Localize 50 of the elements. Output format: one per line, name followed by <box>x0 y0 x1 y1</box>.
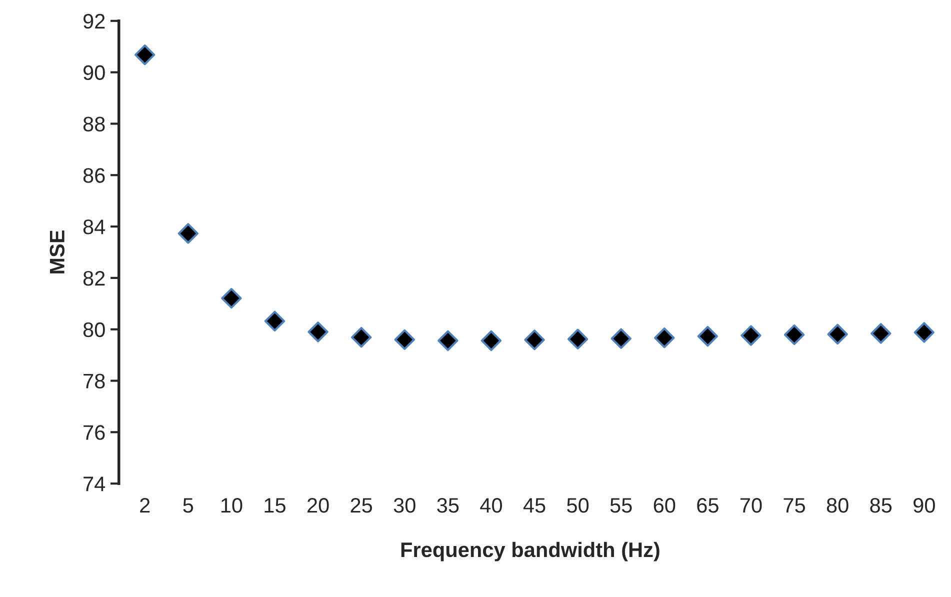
x-tick-label: 30 <box>394 498 416 513</box>
y-tick-label: 86 <box>83 168 105 183</box>
x-tick-label: 15 <box>264 498 286 513</box>
x-tick-label: 2 <box>140 498 150 513</box>
x-tick-label: 45 <box>523 498 546 513</box>
point <box>524 330 545 350</box>
point <box>264 310 286 332</box>
point <box>870 323 892 344</box>
x-tick-label: 55 <box>610 498 632 513</box>
y-tick-label: 80 <box>83 322 105 338</box>
x-tick-label: 75 <box>784 498 805 513</box>
point <box>178 223 199 244</box>
x-tick-label: 70 <box>740 498 762 513</box>
point <box>914 322 935 343</box>
y-tick-label: 74 <box>84 476 106 492</box>
point <box>134 44 156 66</box>
x-tick-label: 25 <box>350 498 372 513</box>
x-tick-label: 60 <box>654 498 676 513</box>
point <box>308 322 328 342</box>
x-axis-title: Frequency bandwidth (Hz) <box>401 542 660 562</box>
x-tick-label: 65 <box>697 498 718 513</box>
y-tick-label: 76 <box>84 425 105 440</box>
x-tick-label: 10 <box>221 498 242 513</box>
y-tick-label: 78 <box>84 374 105 389</box>
x-tick-label: 80 <box>826 498 848 513</box>
point <box>697 326 718 347</box>
y-tick-label: 90 <box>83 65 105 80</box>
x-tick-label: 90 <box>914 498 935 513</box>
x-tick-label: 35 <box>437 498 459 513</box>
x-tick-label: 40 <box>480 498 502 513</box>
y-tick-label: 88 <box>83 116 105 132</box>
point <box>827 324 848 345</box>
point <box>394 329 415 350</box>
point <box>221 288 242 309</box>
point <box>350 326 372 348</box>
point <box>654 327 675 348</box>
x-tick-label: 20 <box>307 498 329 513</box>
point <box>438 330 458 352</box>
x-tick-label: 85 <box>870 498 892 513</box>
point <box>740 325 762 346</box>
x-tick-label: 5 <box>183 498 194 513</box>
y-tick-label: 84 <box>83 220 106 234</box>
y-axis-title: MSE <box>50 230 65 274</box>
y-tick-label: 82 <box>83 270 105 286</box>
point <box>567 328 588 350</box>
point <box>784 324 805 346</box>
x-tick-label: 50 <box>567 498 589 513</box>
point <box>480 330 502 352</box>
y-tick-label: 92 <box>83 14 105 29</box>
point <box>610 328 632 349</box>
